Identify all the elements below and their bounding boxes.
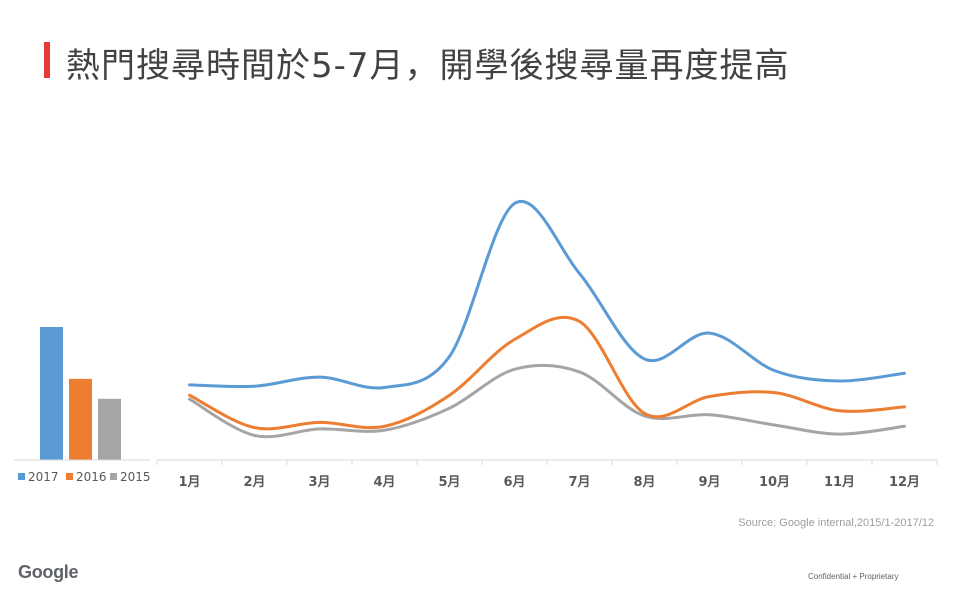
x-tick-label: 12月 bbox=[889, 475, 920, 490]
x-tick-label: 3月 bbox=[308, 475, 330, 490]
x-tick-label: 10月 bbox=[759, 475, 790, 490]
source-note: Source: Google internal,2015/1-2017/12 bbox=[738, 517, 934, 529]
series-line-2015 bbox=[188, 363, 906, 439]
x-tick-label: 6月 bbox=[503, 475, 525, 490]
title-accent-bar bbox=[44, 42, 50, 78]
x-tick-label: 2月 bbox=[243, 475, 265, 490]
legend-swatch-2015 bbox=[110, 473, 117, 480]
x-tick-label: 9月 bbox=[698, 475, 720, 490]
series-line-2016 bbox=[188, 315, 906, 431]
legend-bar-2017 bbox=[40, 327, 63, 460]
x-tick-label: 5月 bbox=[438, 475, 460, 490]
legend-label-2017: 2017 bbox=[28, 470, 59, 484]
legend-bar-2015 bbox=[98, 398, 121, 460]
legend-bar-2016 bbox=[69, 378, 92, 460]
x-tick-label: 7月 bbox=[568, 475, 590, 490]
google-logo: Google bbox=[18, 562, 79, 582]
x-tick-label: 1月 bbox=[178, 475, 200, 490]
x-tick-label: 11月 bbox=[824, 475, 855, 490]
confidential-footer: Confidential + Proprietary bbox=[808, 572, 899, 581]
series-line-2017 bbox=[188, 199, 906, 390]
legend-label-2016: 2016 bbox=[76, 470, 107, 484]
legend-swatch-2017 bbox=[18, 473, 25, 480]
page-title: 熱門搜尋時間於5-7月，開學後搜尋量再度提高 bbox=[66, 46, 790, 86]
x-tick-label: 8月 bbox=[633, 475, 655, 490]
legend-label-2015: 2015 bbox=[120, 470, 151, 484]
x-tick-label: 4月 bbox=[373, 475, 395, 490]
legend-swatch-2016 bbox=[66, 473, 73, 480]
